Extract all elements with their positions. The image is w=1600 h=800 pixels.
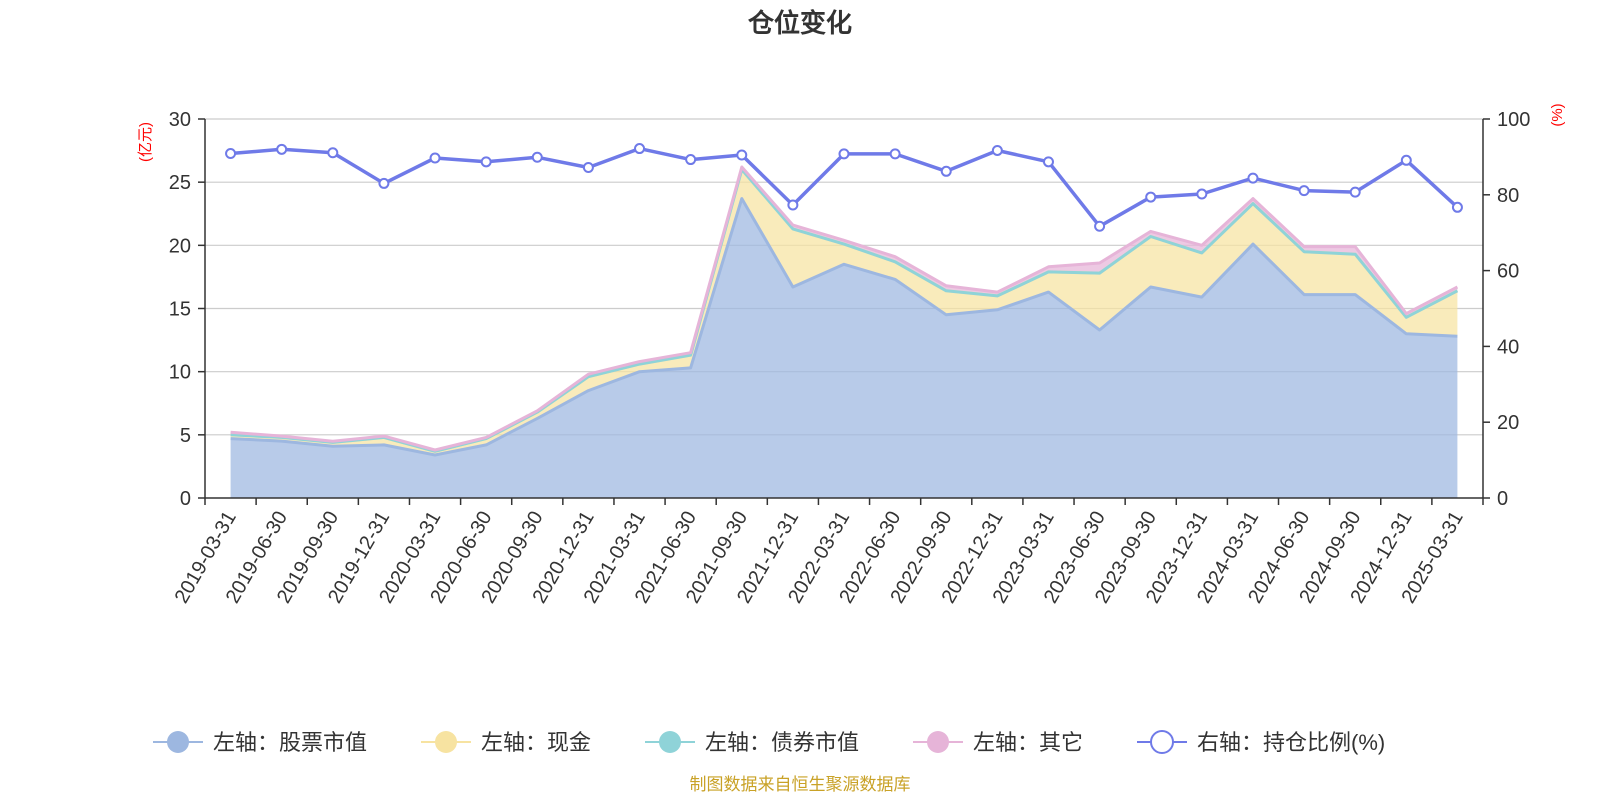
left-tick-label: 0 <box>180 488 191 510</box>
ratio-point <box>1298 185 1310 197</box>
ratio-point <box>582 162 594 174</box>
left-tick-label: 25 <box>169 172 191 194</box>
ratio-point <box>1349 186 1361 198</box>
ratio-point <box>1247 172 1259 184</box>
ratio-point <box>1196 188 1208 200</box>
left-tick-label: 10 <box>169 362 191 384</box>
ratio-points <box>225 143 1463 232</box>
ratio-point <box>1042 156 1054 168</box>
ratio-point <box>940 165 952 177</box>
legend-marker <box>167 731 189 753</box>
legend-marker <box>435 731 457 753</box>
axes <box>198 118 1490 505</box>
legend-marker <box>1150 730 1174 754</box>
ratio-point <box>685 154 697 166</box>
legend-marker <box>659 731 681 753</box>
left-tick-label: 5 <box>180 425 191 447</box>
ratio-line <box>230 146 1459 229</box>
legend-item-1[interactable]: 左轴：现金 <box>421 730 591 755</box>
legend-item-0[interactable]: 左轴：股票市值 <box>153 730 367 755</box>
area-0 <box>230 198 1458 498</box>
ratio-point <box>1451 201 1463 213</box>
ratio-point <box>889 148 901 160</box>
legend-item-2[interactable]: 左轴：债券市值 <box>645 730 859 755</box>
ratio-point <box>1094 220 1106 232</box>
x-axis-ticks: 2019-03-312019-06-302019-09-302019-12-31… <box>171 508 1468 608</box>
legend-marker <box>927 731 949 753</box>
right-tick-label: 60 <box>1497 261 1519 283</box>
ratio-point <box>378 177 390 189</box>
chart-title: 仓位变化 <box>747 8 852 38</box>
left-axis-ticks: 0 5 10 15 20 25 30 <box>169 109 191 510</box>
ratio-point <box>838 148 850 160</box>
legend-item-3[interactable]: 左轴：其它 <box>913 730 1083 755</box>
right-tick-label: 40 <box>1497 336 1519 358</box>
right-tick-label: 0 <box>1497 488 1508 510</box>
legend-label: 左轴：股票市值 <box>213 730 367 755</box>
right-tick-label: 100 <box>1497 109 1530 131</box>
area-series <box>230 167 1458 498</box>
ratio-point <box>991 144 1003 156</box>
series-line-0 <box>230 197 1458 457</box>
ratio-point <box>1400 154 1412 166</box>
ratio-point <box>1145 191 1157 203</box>
ratio-point <box>531 151 543 163</box>
left-tick-label: 15 <box>169 299 191 321</box>
ratio-point <box>429 152 441 164</box>
left-tick-label: 30 <box>169 109 191 131</box>
series-line-3 <box>230 165 1459 452</box>
ratio-point <box>276 143 288 155</box>
right-tick-label: 80 <box>1497 185 1519 207</box>
ratio-point <box>736 149 748 161</box>
legend-item-4[interactable]: 右轴：持仓比例(%) <box>1137 730 1385 755</box>
ratio-point <box>787 199 799 211</box>
legend: 左轴：股票市值 左轴：现金 左轴：债券市值 左轴：其它 右轴：持仓比例(%) <box>153 730 1385 755</box>
legend-label: 左轴：债券市值 <box>705 730 859 755</box>
legend-label: 右轴：持仓比例(%) <box>1197 730 1385 755</box>
left-tick-label: 20 <box>169 235 191 257</box>
right-axis-ticks: 0 20 40 60 80 100 <box>1497 109 1530 510</box>
area-1 <box>230 169 1458 455</box>
ratio-point <box>634 143 646 155</box>
ratio-point <box>225 147 237 159</box>
right-axis-unit: (%) <box>1549 103 1566 126</box>
left-axis-unit: (亿元) <box>137 122 154 162</box>
legend-label: 左轴：现金 <box>481 730 591 755</box>
legend-label: 左轴：其它 <box>973 730 1083 755</box>
data-source: 制图数据来自恒生聚源数据库 <box>690 775 911 794</box>
ratio-point <box>327 147 339 159</box>
ratio-point <box>480 156 492 168</box>
right-tick-label: 20 <box>1497 412 1519 434</box>
